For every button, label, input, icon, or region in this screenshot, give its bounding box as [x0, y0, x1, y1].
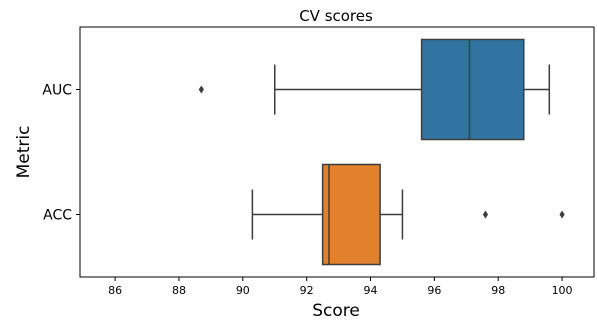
- plot-area: 86 88 90 92 94 96 98 100 AUC ACC: [42, 26, 595, 297]
- y-axis-label: Metric: [14, 126, 34, 179]
- y-tick-label-acc: ACC: [43, 208, 72, 224]
- y-tick-label-auc: AUC: [42, 83, 72, 99]
- x-tick-label: 94: [364, 284, 378, 297]
- x-tick-label: 96: [427, 284, 441, 297]
- outlier-acc: [482, 210, 489, 219]
- x-axis-label: Score: [312, 301, 360, 321]
- x-tick-label: 90: [236, 284, 250, 297]
- x-tick-label: 92: [300, 284, 314, 297]
- box-acc: [321, 163, 381, 266]
- outlier-acc: [559, 210, 565, 219]
- x-tick-label: 100: [552, 284, 573, 297]
- x-tick-label: 98: [491, 284, 505, 297]
- chart-title: CV scores: [299, 7, 373, 25]
- x-tick-label: 86: [108, 284, 122, 297]
- box-auc: [420, 38, 525, 141]
- plot-frame: [79, 26, 595, 278]
- x-tick-label: 88: [172, 284, 186, 297]
- outlier-auc: [198, 85, 204, 94]
